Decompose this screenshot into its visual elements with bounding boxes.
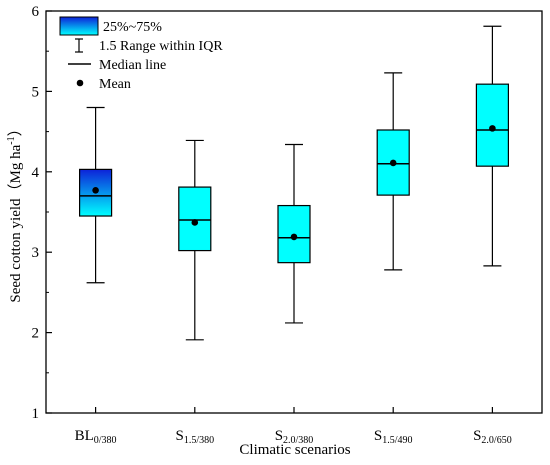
mean-marker [489,125,496,132]
legend-range-label: 1.5 Range within IQR [99,39,223,54]
y-tick-label: 3 [32,245,40,261]
mean-marker [191,219,199,226]
y-axis: 1 2 3 4 5 6 [32,4,52,422]
legend: 25%~75% 1.5 Range within IQR Median line… [59,16,223,92]
y-tick-label: 4 [32,165,40,181]
y-tick-label: 2 [32,326,40,342]
legend-box-swatch [59,16,99,36]
mean-marker [92,186,99,194]
box-group [475,25,509,267]
legend-mean-symbol [76,79,84,87]
y-tick-label: 1 [32,406,40,422]
legend-box-label: 25%~75% [103,20,162,35]
box-group [178,139,212,341]
box-group [78,106,113,284]
mean-marker [290,233,298,241]
x-axis-title: Climatic scenarios [239,442,350,458]
x-tick-label: S2.0/380 [275,428,314,446]
x-tick-label: BL0/380 [75,428,117,446]
mean-marker [389,159,397,167]
x-axis: BL0/380 S1.5/380 S2.0/380 S1.5/490 S2.0/650 [75,407,512,446]
legend-median-label: Median line [99,58,166,73]
y-axis-title: Seed cotton yield（Mg ha-1） [6,121,24,302]
x-tick-label: S1.5/380 [175,428,214,446]
box-group [277,143,311,324]
legend-mean-label: Mean [99,77,131,92]
x-tick-label: S2.0/650 [473,428,512,446]
x-tick-label: S1.5/490 [374,428,413,446]
y-tick-label: 5 [32,84,40,100]
iqr-box [178,186,212,252]
y-tick-label: 6 [32,4,40,20]
box-group [376,72,410,271]
boxes-layer [78,25,509,341]
iqr-box [475,83,509,167]
